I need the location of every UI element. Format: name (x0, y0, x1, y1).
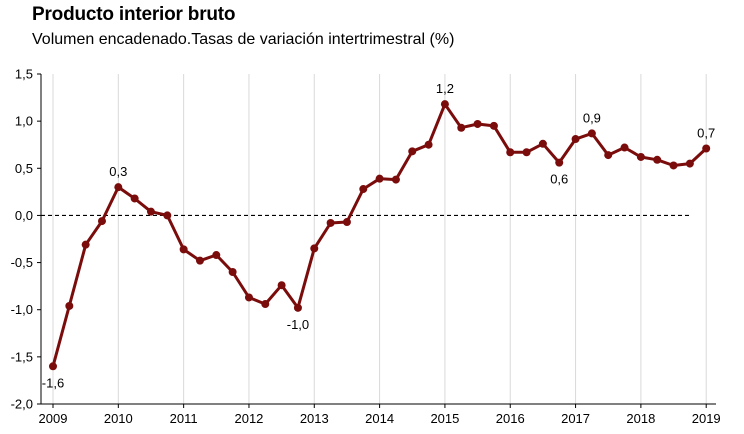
data-point (146, 207, 155, 216)
y-tick-label: -1,5 (11, 349, 33, 364)
y-tick-label: -0,5 (11, 255, 33, 270)
data-point (293, 303, 302, 312)
data-point (277, 281, 286, 290)
y-tick-label: 1,0 (15, 114, 33, 129)
data-point (163, 211, 172, 220)
data-point (489, 121, 498, 130)
data-point (424, 140, 433, 149)
data-point (65, 301, 74, 310)
data-point (473, 119, 482, 128)
data-point (620, 143, 629, 152)
data-point (228, 268, 237, 276)
data-label: 0,3 (109, 164, 127, 179)
data-point (342, 218, 351, 227)
y-tick-label: 0,0 (15, 208, 33, 223)
x-tick-label: 2016 (496, 411, 525, 426)
data-point (310, 244, 319, 253)
chart-subtitle: Volumen encadenado.Tasas de variación in… (32, 31, 455, 48)
data-point (522, 148, 531, 157)
y-tick-label: 1,5 (15, 67, 33, 82)
data-point (49, 362, 57, 371)
data-point (130, 194, 139, 203)
x-tick-label: 2017 (561, 411, 590, 426)
x-tick-label: 2018 (626, 411, 655, 426)
data-point (636, 152, 645, 161)
data-point (179, 245, 188, 254)
data-point (440, 100, 449, 109)
data-point (81, 240, 90, 249)
data-label: 0,9 (583, 110, 601, 125)
data-point (195, 256, 204, 265)
x-tick-label: 2010 (104, 411, 133, 426)
data-point (555, 158, 564, 167)
y-tick-label: -2,0 (11, 397, 33, 412)
data-point (669, 161, 678, 170)
data-point (244, 293, 253, 302)
y-tick-label: 0,5 (15, 161, 33, 176)
data-point (212, 251, 221, 260)
data-point (702, 144, 711, 153)
data-label: 0,7 (697, 125, 715, 140)
x-tick-label: 2015 (430, 411, 459, 426)
data-point (326, 218, 335, 227)
x-tick-label: 2012 (234, 411, 263, 426)
x-tick-label: 2014 (365, 411, 394, 426)
x-tick-label: 2009 (39, 411, 68, 426)
y-tick-label: -1,0 (11, 302, 33, 317)
data-label: -1,0 (287, 317, 309, 332)
data-point (653, 155, 662, 164)
data-point (604, 151, 613, 160)
data-point (587, 129, 596, 138)
data-point (261, 300, 270, 309)
data-point (571, 135, 580, 144)
data-point (114, 183, 123, 192)
grid-lines (52, 74, 707, 404)
data-point (391, 175, 400, 184)
data-point (506, 148, 515, 157)
axes: 1,5 1,0 0,5 0,0 -0,5 -1,0 -1,5 -2,0 2009 2010 2011… (11, 67, 721, 427)
data-label: 0,6 (550, 172, 568, 187)
data-point (375, 174, 384, 183)
data-label: 1,2 (436, 81, 454, 96)
data-labels: -1,6 0,3 -1,0 1,2 0,6 0,9 0,7 (42, 81, 715, 390)
x-tick-label: 2011 (170, 411, 198, 426)
series-line (49, 100, 711, 371)
data-point (408, 147, 417, 156)
data-label: -1,6 (42, 375, 64, 390)
data-point (97, 217, 106, 226)
data-point (359, 185, 368, 194)
data-point (685, 159, 694, 168)
chart-title: Producto interior bruto (32, 4, 236, 25)
x-tick-label: 2013 (300, 411, 329, 426)
data-point (457, 123, 466, 132)
x-tick-label: 2019 (692, 411, 721, 426)
data-point (538, 139, 547, 148)
